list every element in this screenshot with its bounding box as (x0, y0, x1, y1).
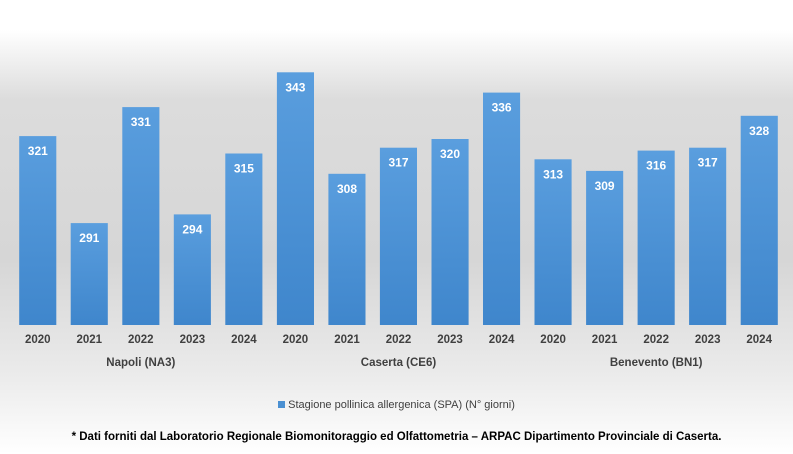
data-label: 291 (79, 231, 99, 245)
bar-2-2024 (740, 115, 778, 325)
bar-0-2022 (122, 107, 160, 325)
group-label: Benevento (BN1) (610, 357, 703, 369)
x-tick-label: 2024 (231, 334, 257, 346)
bar-1-2022 (379, 147, 417, 325)
x-tick-label: 2020 (25, 334, 51, 346)
data-label: 317 (388, 156, 408, 170)
bar-2-2023 (689, 147, 727, 325)
data-label: 294 (182, 222, 202, 236)
bar-0-2020 (19, 136, 57, 325)
x-tick-label: 2021 (592, 334, 618, 346)
bar-1-2020 (276, 72, 314, 325)
bar-0-2021 (70, 223, 108, 325)
bar-2-2022 (637, 150, 675, 325)
x-tick-label: 2022 (386, 334, 412, 346)
bar-2-2021 (586, 170, 624, 325)
x-tick-label: 2022 (128, 334, 154, 346)
legend-swatch (278, 401, 286, 408)
legend-label: Stagione pollinica allergenica (SPA) (N°… (288, 399, 515, 411)
data-label: 309 (595, 179, 615, 193)
data-label: 320 (440, 147, 460, 161)
bar-0-2023 (173, 214, 211, 325)
bar-1-2024 (483, 92, 521, 325)
x-tick-label: 2021 (334, 334, 360, 346)
x-tick-label: 2024 (746, 334, 772, 346)
data-label: 336 (492, 101, 512, 115)
x-tick-label: 2020 (540, 334, 566, 346)
data-label: 343 (285, 80, 305, 94)
x-tick-label: 2023 (180, 334, 206, 346)
data-label: 315 (234, 162, 254, 176)
data-label: 321 (28, 144, 48, 158)
footnote: * Dati forniti dal Laboratorio Regionale… (71, 431, 722, 443)
x-tick-label: 2020 (283, 334, 309, 346)
x-tick-label: 2023 (437, 334, 463, 346)
bar-1-2021 (328, 173, 366, 325)
data-label: 308 (337, 182, 357, 196)
data-label: 328 (749, 124, 769, 138)
bar-1-2023 (431, 139, 469, 325)
data-label: 317 (698, 156, 718, 170)
bar-0-2024 (225, 153, 263, 325)
bar-2-2020 (534, 159, 572, 325)
x-tick-label: 2024 (489, 334, 515, 346)
data-label: 316 (646, 159, 666, 173)
data-label: 313 (543, 167, 563, 181)
group-label: Napoli (NA3) (106, 357, 175, 369)
x-tick-label: 2023 (695, 334, 721, 346)
x-tick-label: 2022 (643, 334, 669, 346)
data-label: 331 (131, 115, 151, 129)
chart-legend: Stagione pollinica allergenica (SPA) (N°… (0, 399, 793, 411)
group-label: Caserta (CE6) (361, 357, 437, 369)
x-tick-label: 2021 (77, 334, 103, 346)
